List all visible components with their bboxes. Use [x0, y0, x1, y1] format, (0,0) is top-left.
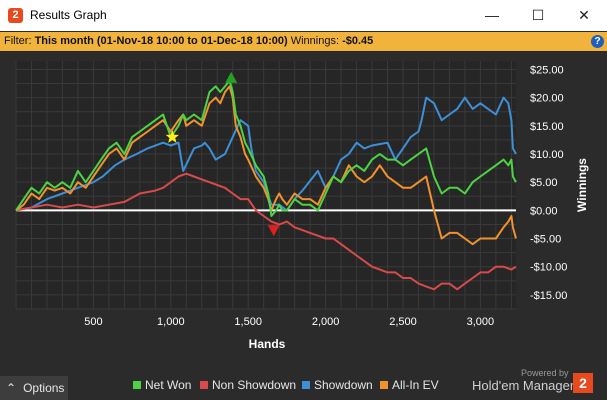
legend-item-net-won: Net Won	[133, 378, 191, 392]
max-marker-icon	[225, 71, 238, 83]
legend-item-non-showdown: Non Showdown	[200, 378, 296, 392]
x-axis-label: Hands	[249, 337, 286, 351]
filter-value[interactable]: This month (01-Nov-18 10:00 to 01-Dec-18…	[34, 35, 288, 47]
y-tick-label: $0.00	[530, 205, 558, 217]
y-tick-label: $25.00	[530, 64, 564, 76]
series	[15, 79, 517, 291]
series-line-net-won	[15, 79, 517, 217]
series-line-all-in-ev	[15, 85, 517, 246]
title-bar: 2 Results Graph — ☐ ✕	[0, 0, 607, 31]
maximize-button[interactable]: ☐	[531, 7, 545, 23]
y-tick-label: -$15.00	[530, 290, 567, 302]
legend-swatch	[133, 381, 141, 389]
close-button[interactable]: ✕	[578, 7, 590, 23]
legend-swatch	[380, 381, 388, 389]
results-chart: $25.00 $20.00 $15.00 $10.00 $5.00 $0.00 -$5.00…	[0, 51, 607, 371]
star-marker-icon	[165, 130, 179, 143]
series-line-non-showdown	[15, 172, 517, 291]
legend-swatch	[302, 381, 310, 389]
winnings-value: -$0.45	[342, 35, 374, 47]
powered-by-text: Powered by	[521, 368, 569, 378]
brand-logo-icon: 2	[573, 373, 593, 393]
y-tick-label: $5.00	[530, 177, 558, 189]
legend-label: Showdown	[314, 378, 373, 392]
window-title: Results Graph	[30, 8, 107, 22]
legend-label: Net Won	[145, 378, 192, 392]
legend-item-all-in-ev: All-In EV	[380, 378, 439, 392]
y-tick-label: $10.00	[530, 149, 564, 161]
options-button[interactable]: ⌃ Options	[0, 376, 68, 400]
winnings-label: Winnings:	[290, 35, 340, 47]
filter-text: Filter: This month (01-Nov-18 10:00 to 0…	[4, 32, 373, 51]
y-tick-label: $20.00	[530, 93, 564, 105]
y-tick-labels: $25.00 $20.00 $15.00 $10.00 $5.00 $0.00 -$5.00…	[530, 64, 567, 301]
y-tick-label: -$5.00	[530, 234, 561, 246]
x-tick-label: 500	[84, 316, 102, 328]
y-axis-label: Winnings	[575, 158, 589, 212]
x-tick-label: 2,000	[312, 316, 340, 328]
min-marker-icon	[267, 225, 280, 237]
markers	[165, 71, 280, 237]
x-tick-label: 1,000	[157, 316, 185, 328]
chevron-up-icon: ⌃	[6, 381, 17, 395]
help-icon[interactable]: ?	[591, 35, 604, 48]
x-tick-label: 2,500	[389, 316, 417, 328]
y-tick-label: -$10.00	[530, 262, 567, 274]
legend-item-showdown: Showdown	[302, 378, 373, 392]
minimize-button[interactable]: —	[485, 7, 499, 23]
filter-bar: Filter: This month (01-Nov-18 10:00 to 0…	[0, 32, 607, 51]
x-tick-label: 1,500	[234, 316, 262, 328]
legend-swatch	[200, 381, 208, 389]
x-tick-label: 3,000	[467, 316, 495, 328]
y-tick-label: $15.00	[530, 121, 564, 133]
options-label: Options	[23, 381, 65, 395]
legend-label: Non Showdown	[212, 378, 297, 392]
brand-name: Hold'em Manager	[472, 378, 575, 393]
legend-label: All-In EV	[392, 378, 439, 392]
filter-label: Filter:	[4, 35, 32, 47]
x-tick-labels: 500 1,000 1,500 2,000 2,500 3,000	[84, 316, 494, 328]
app-logo-icon: 2	[8, 8, 23, 23]
